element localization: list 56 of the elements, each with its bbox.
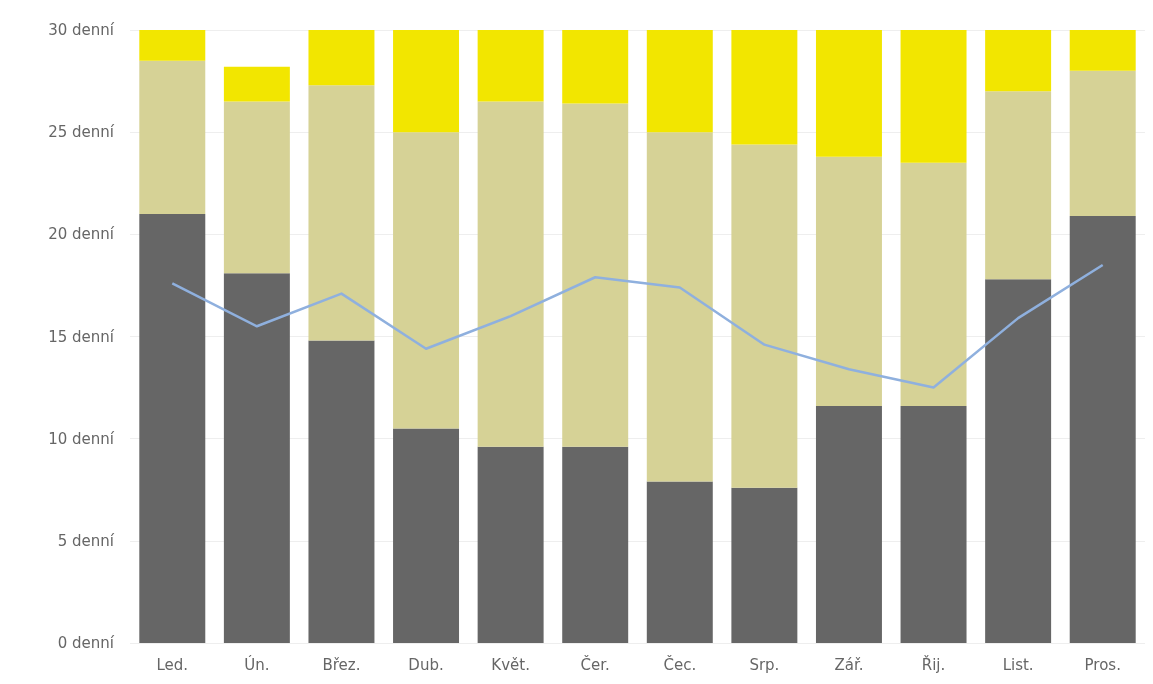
bar	[139, 213, 206, 643]
x-tick-label: Čer.	[580, 654, 610, 674]
y-tick-label: 25 denní	[48, 123, 115, 142]
bar	[393, 428, 460, 643]
y-tick-label: 20 denní	[48, 225, 115, 244]
bar	[308, 30, 375, 86]
line-series	[171, 263, 1104, 389]
bar	[731, 144, 798, 488]
x-tick-label: Dub.	[408, 655, 444, 674]
bar	[562, 446, 629, 643]
bar	[308, 340, 375, 643]
bar	[1069, 70, 1136, 216]
bar	[223, 66, 290, 102]
y-tick-label: 10 denní	[48, 429, 115, 448]
x-tick-label: List.	[1002, 655, 1034, 674]
x-tick-label: Zář.	[834, 655, 864, 674]
bar	[815, 405, 882, 643]
bar	[562, 30, 629, 104]
bar	[731, 487, 798, 643]
x-tick-label: Srp.	[749, 655, 780, 674]
bar	[900, 162, 967, 406]
y-tick-label: 15 denní	[48, 327, 115, 346]
bar	[731, 30, 798, 145]
x-tick-label: Čec.	[663, 654, 697, 674]
y-tick-label: 0 denní	[57, 634, 115, 652]
x-tick-label: Ún.	[244, 654, 270, 674]
bar	[985, 91, 1052, 280]
bar	[646, 30, 713, 133]
bar	[393, 132, 460, 429]
bar	[562, 103, 629, 447]
bar	[900, 405, 967, 643]
bar	[223, 101, 290, 274]
bar	[308, 85, 375, 341]
bar	[393, 30, 460, 133]
bar	[646, 132, 713, 482]
x-tick-label: Pros.	[1084, 655, 1121, 674]
bar	[139, 60, 206, 214]
bar	[223, 273, 290, 643]
y-tick-label: 30 denní	[48, 21, 115, 39]
x-tick-label: Břez.	[322, 655, 361, 674]
bar	[477, 446, 544, 643]
bar	[815, 30, 882, 157]
x-tick-label: Led.	[156, 655, 189, 674]
bar	[900, 30, 967, 163]
bar	[477, 30, 544, 102]
x-tick-label: Květ.	[491, 655, 530, 674]
bar	[646, 481, 713, 643]
bar	[139, 30, 206, 61]
bar	[815, 156, 882, 406]
bar	[1069, 215, 1136, 643]
bar	[477, 101, 544, 447]
bar	[985, 30, 1052, 92]
bar	[1069, 30, 1136, 71]
bar	[985, 279, 1052, 643]
y-tick-label: 5 denní	[57, 531, 115, 550]
x-tick-label: Řij.	[921, 654, 946, 674]
